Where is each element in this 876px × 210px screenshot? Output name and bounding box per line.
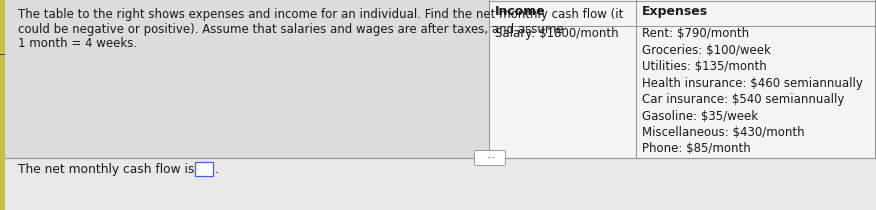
- Text: The table to the right shows expenses and income for an individual. Find the net: The table to the right shows expenses an…: [18, 8, 624, 21]
- Text: Gasoline: $35/week: Gasoline: $35/week: [642, 109, 758, 122]
- Text: Phone: $85/month: Phone: $85/month: [642, 143, 751, 155]
- Bar: [489, 0, 876, 158]
- Text: Health insurance: $460 semiannually: Health insurance: $460 semiannually: [642, 76, 863, 89]
- Bar: [0, 158, 876, 210]
- Text: Income: Income: [495, 5, 546, 18]
- Text: Salary: $1800/month: Salary: $1800/month: [495, 27, 618, 40]
- Text: −: −: [0, 50, 6, 60]
- Text: The net monthly cash flow is $: The net monthly cash flow is $: [18, 163, 206, 176]
- Text: 1 month = 4 weeks.: 1 month = 4 weeks.: [18, 37, 138, 50]
- Bar: [195, 162, 213, 176]
- FancyBboxPatch shape: [475, 151, 505, 165]
- Text: Car insurance: $540 semiannually: Car insurance: $540 semiannually: [642, 93, 844, 106]
- Text: Expenses: Expenses: [642, 5, 708, 18]
- Text: ⋯: ⋯: [486, 154, 494, 163]
- Text: .: .: [215, 163, 219, 176]
- Text: could be negative or positive). Assume that salaries and wages are after taxes, : could be negative or positive). Assume t…: [18, 22, 563, 35]
- Bar: [0, 0, 5, 210]
- Text: Groceries: $100/week: Groceries: $100/week: [642, 43, 771, 56]
- Text: Miscellaneous: $430/month: Miscellaneous: $430/month: [642, 126, 804, 139]
- Text: Utilities: $135/month: Utilities: $135/month: [642, 60, 766, 73]
- Text: Rent: $790/month: Rent: $790/month: [642, 27, 749, 40]
- Bar: [0, 0, 876, 158]
